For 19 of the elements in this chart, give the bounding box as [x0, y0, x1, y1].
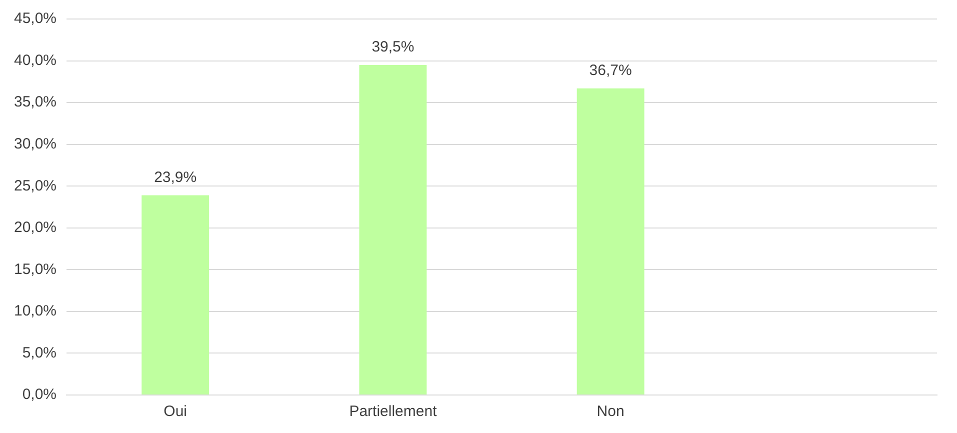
- y-tick-label: 5,0%: [22, 344, 57, 362]
- y-tick-label: 20,0%: [14, 219, 57, 236]
- bar: [576, 88, 644, 394]
- y-tick-label: 35,0%: [14, 94, 57, 111]
- y-tick-label: 45,0%: [14, 10, 57, 28]
- y-tick-label: 30,0%: [14, 135, 57, 152]
- y-tick-label: 25,0%: [14, 177, 57, 194]
- x-tick-label: Oui: [164, 403, 188, 420]
- data-label: 36,7%: [589, 62, 632, 79]
- x-tick-label: Non: [596, 403, 624, 420]
- bar: [359, 64, 427, 394]
- y-tick-label: 0,0%: [22, 386, 57, 404]
- y-tick-label: 40,0%: [14, 52, 57, 69]
- bar: [142, 195, 210, 394]
- data-label: 23,9%: [154, 168, 197, 186]
- x-tick-label: Partiellement: [349, 403, 438, 420]
- y-tick-label: 10,0%: [14, 302, 57, 320]
- data-label: 39,5%: [372, 38, 414, 56]
- y-tick-label: 15,0%: [14, 260, 57, 278]
